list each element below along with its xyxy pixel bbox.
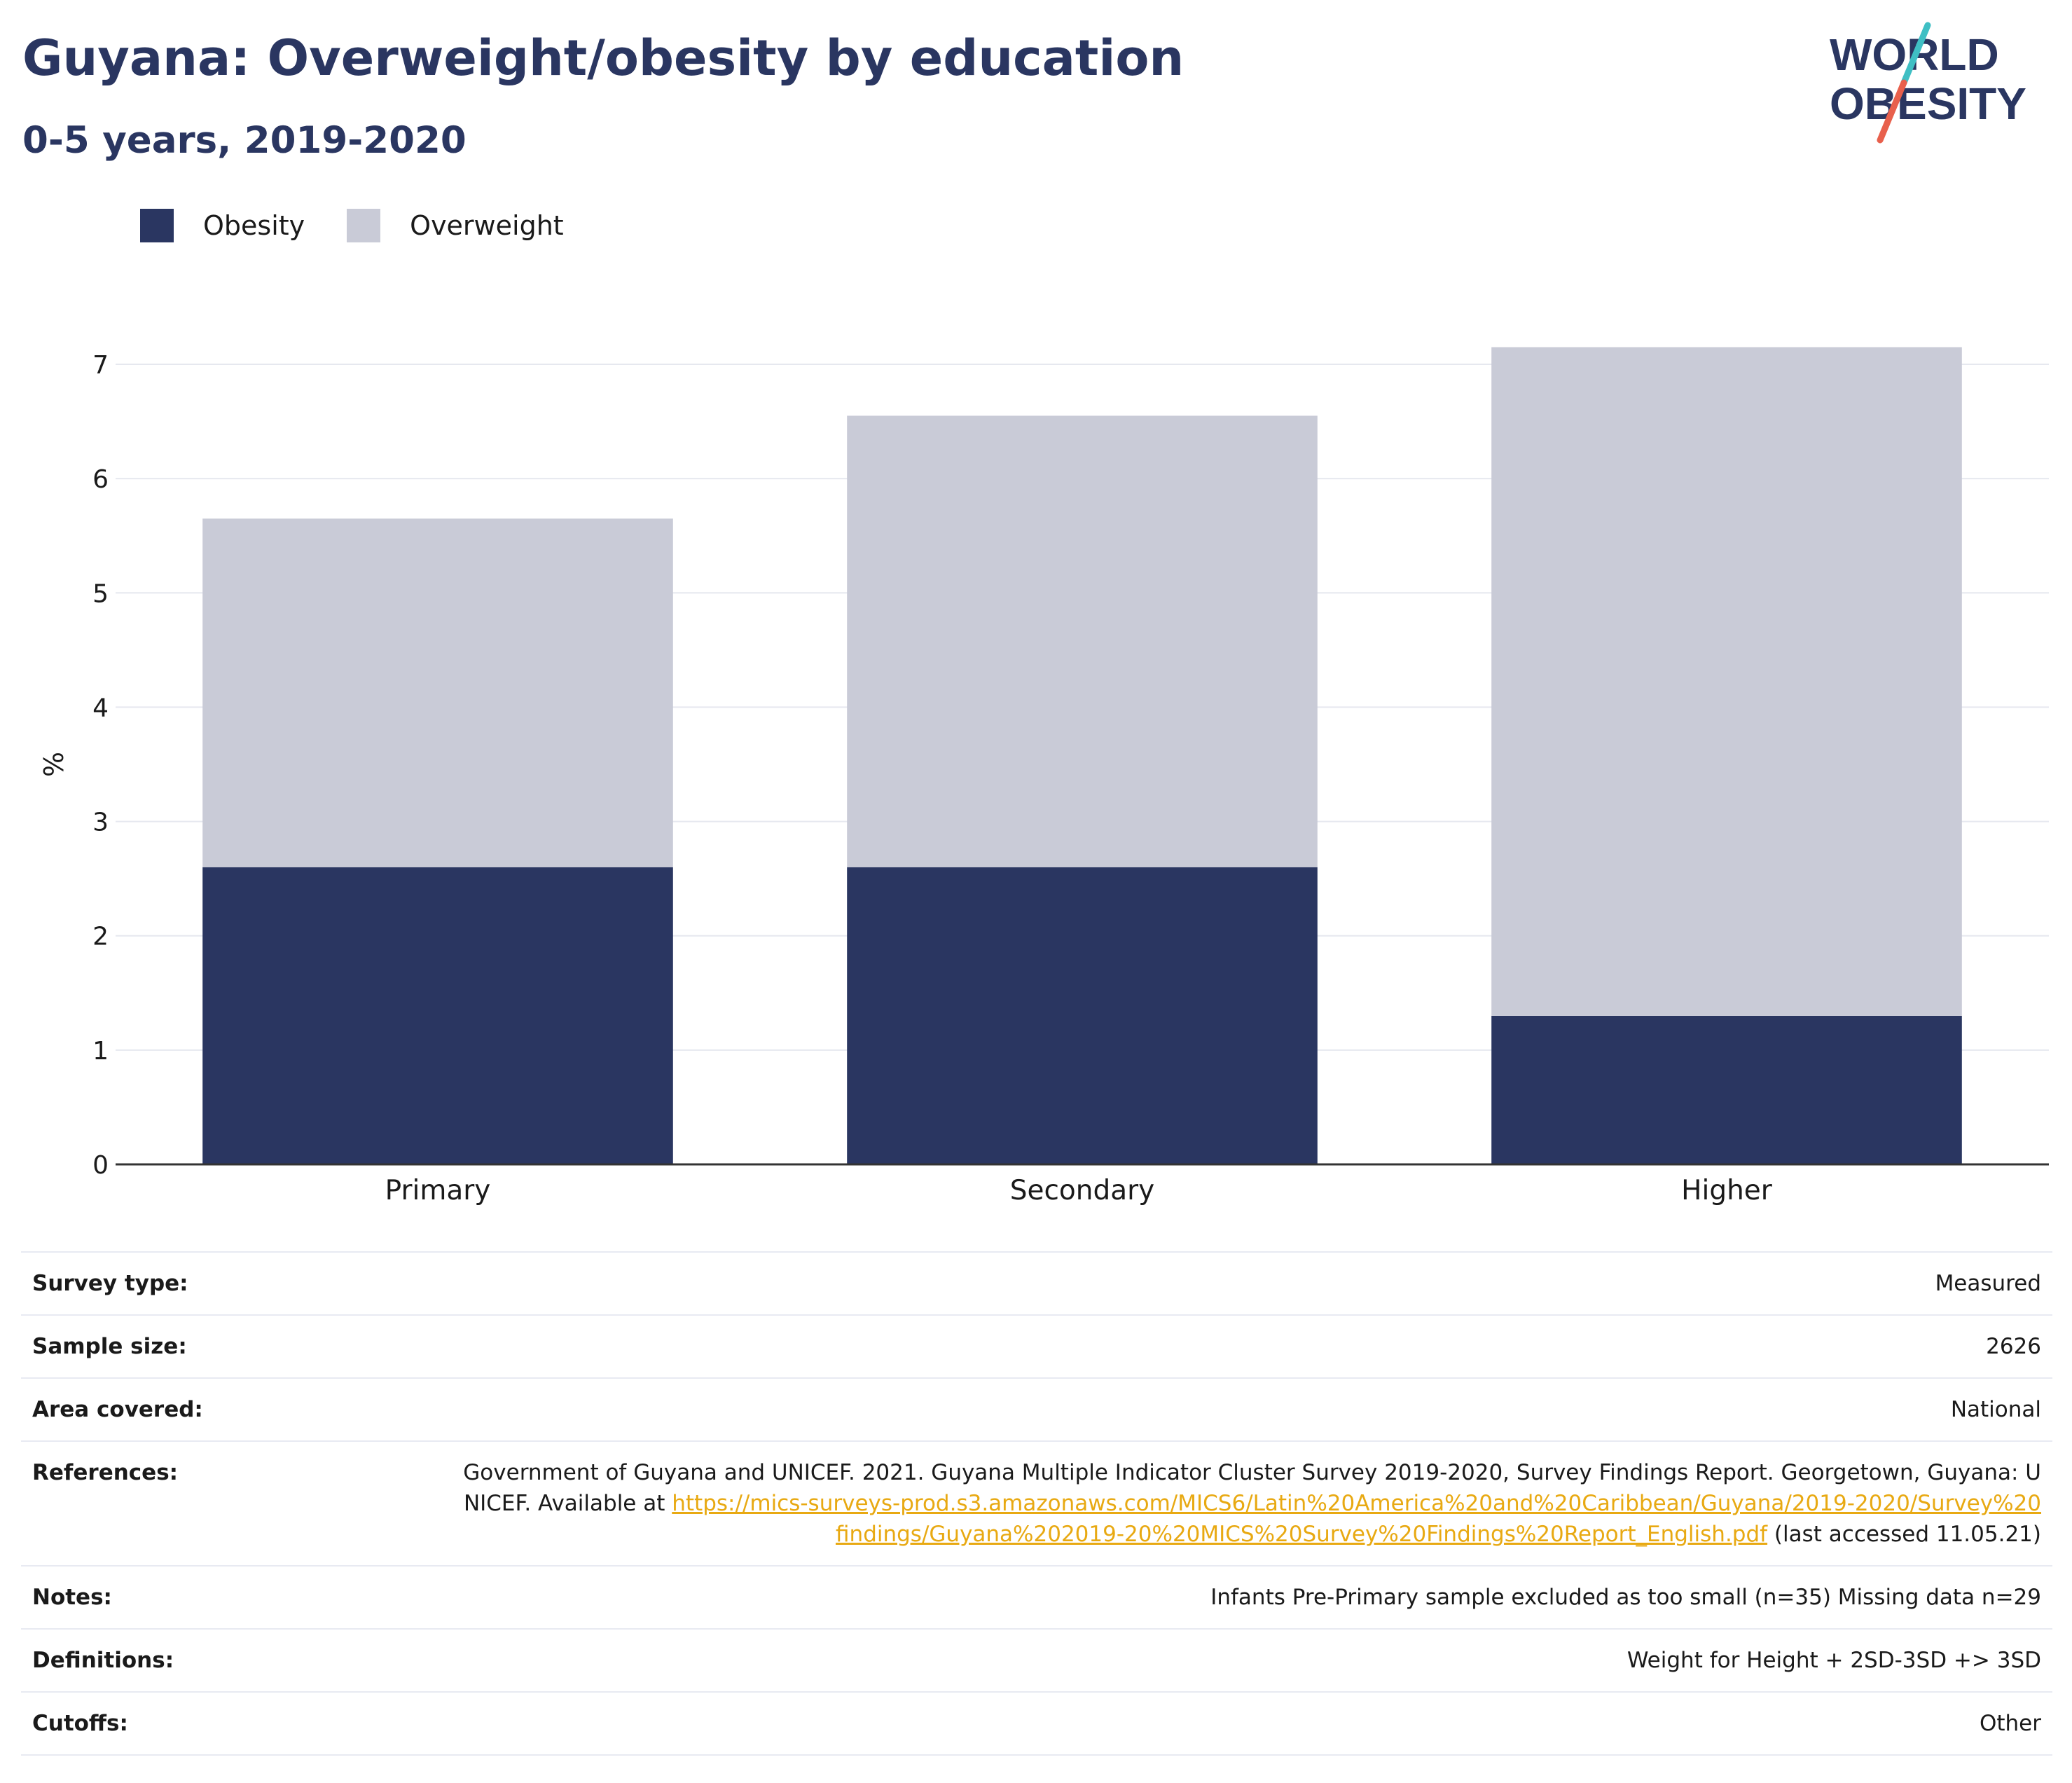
meta-value: National bbox=[1950, 1397, 2041, 1422]
bar-obesity-secondary bbox=[847, 867, 1318, 1164]
legend-label-overweight: Overweight bbox=[410, 210, 564, 241]
bar-overweight-higher bbox=[1491, 347, 1962, 1016]
bar-overweight-primary bbox=[202, 518, 673, 867]
meta-row-area-covered: Area covered: National bbox=[21, 1379, 2052, 1442]
meta-label: Definitions: bbox=[32, 1648, 174, 1673]
legend-label-obesity: Obesity bbox=[203, 210, 305, 241]
bar-obesity-primary bbox=[202, 867, 673, 1164]
chart-subtitle: 0-5 years, 2019-2020 bbox=[22, 119, 467, 162]
references-accessed: (last accessed 11.05.21) bbox=[1767, 1522, 2041, 1547]
meta-value: Measured bbox=[1935, 1271, 2041, 1296]
meta-label: Sample size: bbox=[32, 1334, 187, 1359]
meta-value: Other bbox=[1979, 1711, 2041, 1736]
y-tick-label: 4 bbox=[92, 694, 109, 722]
y-tick-label: 5 bbox=[92, 579, 109, 608]
legend-item-obesity[interactable]: Obesity bbox=[140, 209, 305, 242]
meta-row-notes: Notes: Infants Pre-Primary sample exclud… bbox=[21, 1567, 2052, 1630]
meta-row-survey-type: Survey type: Measured bbox=[21, 1253, 2052, 1316]
logo-slash-top bbox=[1900, 22, 1931, 86]
legend-swatch-obesity bbox=[140, 209, 174, 242]
meta-label: Notes: bbox=[32, 1585, 112, 1610]
meta-label: References: bbox=[32, 1460, 179, 1485]
logo-line2: OBESITY bbox=[1830, 78, 2026, 129]
x-tick-label: Primary bbox=[385, 1175, 491, 1206]
stacked-bar-chart: 0 1 2 3 4 5 6 7% Primary Secondary Higher bbox=[37, 347, 2049, 1206]
meta-label: Survey type: bbox=[32, 1271, 188, 1296]
meta-row-references: References: Government of Guyana and UNI… bbox=[21, 1442, 2052, 1567]
x-tick-label: Higher bbox=[1681, 1175, 1773, 1206]
y-axis-label: % bbox=[37, 752, 68, 777]
references-citation: Government of Guyana and UNICEF. 2021. G… bbox=[463, 1460, 2041, 1516]
chart-title: Guyana: Overweight/obesity by education bbox=[22, 29, 1185, 87]
y-tick-label: 7 bbox=[92, 351, 109, 380]
survey-metadata-table: Survey type: Measured Sample size: 2626 … bbox=[21, 1251, 2052, 1756]
meta-row-sample-size: Sample size: 2626 bbox=[21, 1316, 2052, 1379]
legend-swatch-overweight bbox=[347, 209, 381, 242]
legend-item-overweight[interactable]: Overweight bbox=[347, 209, 564, 242]
y-tick-label: 1 bbox=[92, 1037, 109, 1066]
meta-label: Area covered: bbox=[32, 1397, 203, 1422]
chart-legend: Obesity Overweight bbox=[140, 209, 606, 242]
meta-value: 2626 bbox=[1986, 1334, 2041, 1359]
meta-row-cutoffs: Cutoffs: Other bbox=[21, 1693, 2052, 1756]
meta-value: Weight for Height + 2SD-3SD +> 3SD bbox=[1626, 1648, 2041, 1673]
y-tick-label: 0 bbox=[92, 1151, 109, 1180]
world-obesity-logo: WORLD OBESITY bbox=[1830, 22, 2026, 144]
x-tick-label: Secondary bbox=[1010, 1175, 1155, 1206]
meta-value: Infants Pre-Primary sample excluded as t… bbox=[1210, 1585, 2041, 1610]
y-tick-label: 6 bbox=[92, 465, 109, 494]
meta-row-definitions: Definitions: Weight for Height + 2SD-3SD… bbox=[21, 1630, 2052, 1693]
references-link[interactable]: https://mics-surveys-prod.s3.amazonaws.c… bbox=[672, 1491, 2041, 1547]
logo-slash-bottom bbox=[1877, 79, 1907, 144]
references-text: Government of Guyana and UNICEF. 2021. G… bbox=[458, 1457, 2041, 1550]
meta-label: Cutoffs: bbox=[32, 1711, 128, 1736]
bar-overweight-secondary bbox=[847, 415, 1318, 867]
bar-obesity-higher bbox=[1491, 1015, 1962, 1164]
y-tick-label: 2 bbox=[92, 923, 109, 951]
y-tick-label: 3 bbox=[92, 808, 109, 837]
